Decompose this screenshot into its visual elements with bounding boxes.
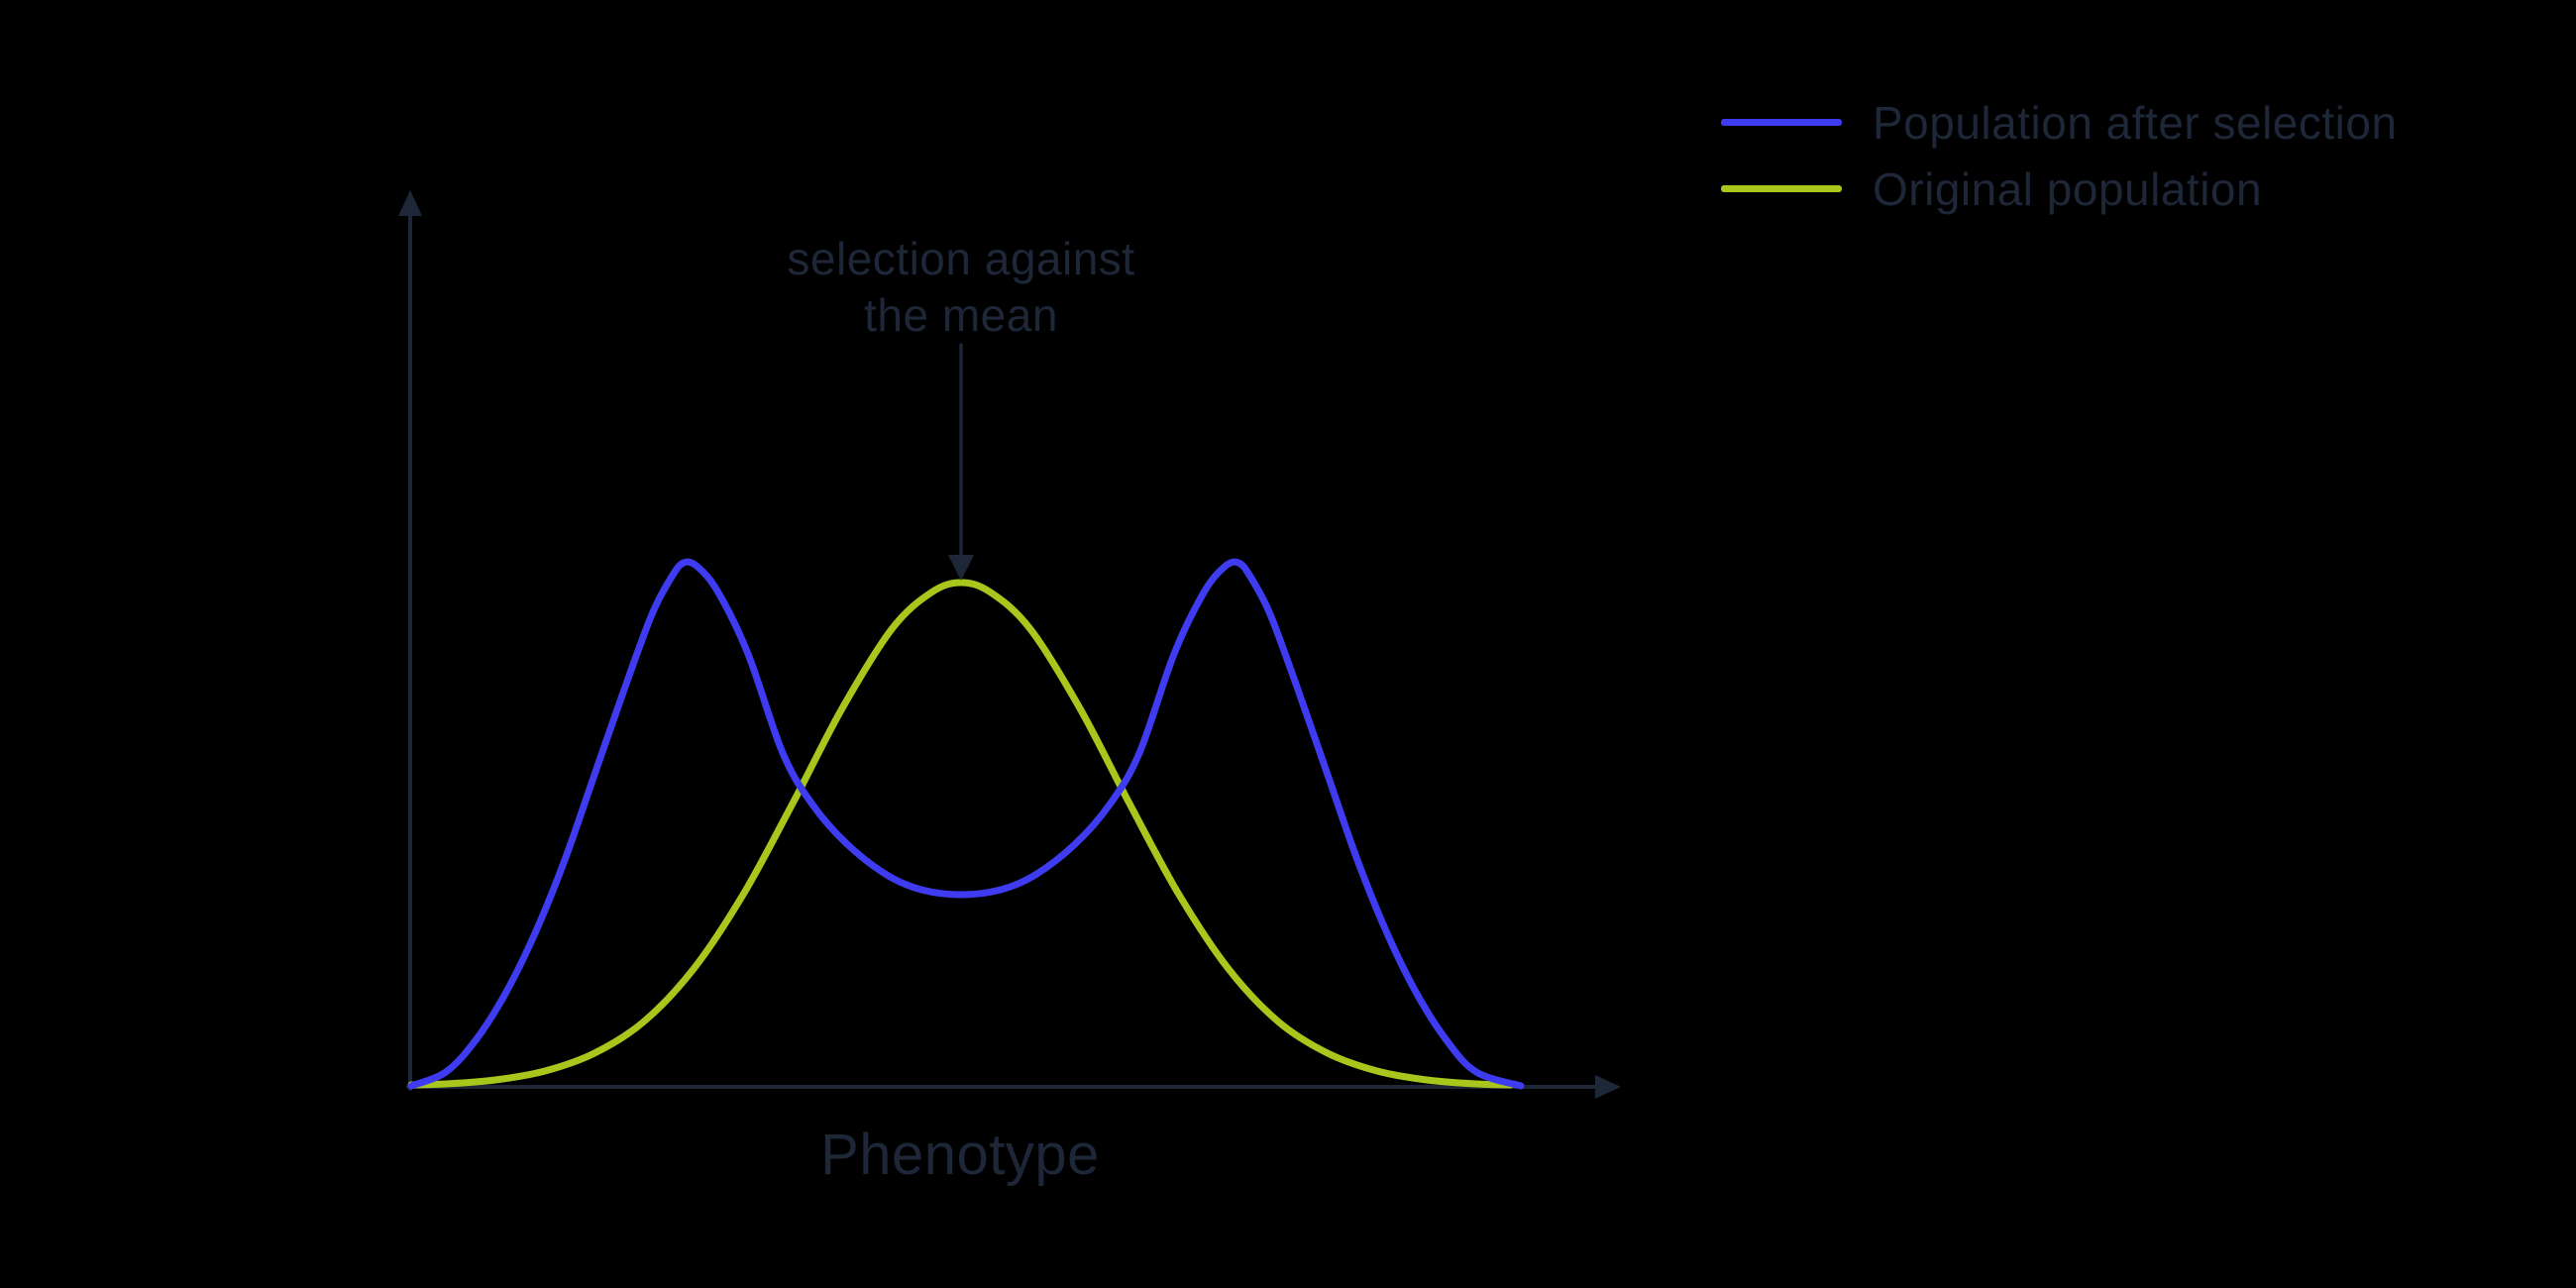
legend-item-after-selection: Population after selection <box>1721 89 2398 156</box>
annotation-arrowhead <box>948 555 974 581</box>
legend-label-original: Original population <box>1873 162 2263 215</box>
annotation-selection-against-mean: selection against the mean <box>787 231 1134 344</box>
legend-swatch-original <box>1721 185 1842 192</box>
annotation-line-2: the mean <box>864 289 1058 341</box>
legend-swatch-after-selection <box>1721 119 1842 126</box>
after-selection-curve <box>407 558 1525 1090</box>
x-axis-label: Phenotype <box>820 1123 1100 1187</box>
annotation-line-1: selection against <box>787 233 1135 284</box>
original-population-curve <box>407 579 1515 1089</box>
legend: Population after selection Original popu… <box>1721 89 2398 222</box>
x-axis-arrowhead <box>1595 1075 1621 1099</box>
legend-label-after-selection: Population after selection <box>1873 96 2398 149</box>
y-axis-arrowhead <box>398 190 422 216</box>
legend-item-original: Original population <box>1721 156 2398 222</box>
